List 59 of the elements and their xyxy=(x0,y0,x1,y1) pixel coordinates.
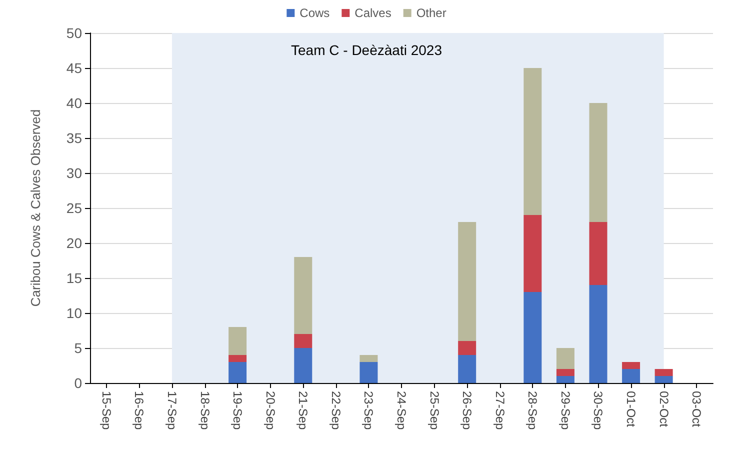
x-tick-label: 01-Oct xyxy=(624,391,638,428)
x-tick-label: 25-Sep xyxy=(427,391,442,430)
x-tick-label: 18-Sep xyxy=(198,391,212,430)
bar xyxy=(589,103,608,222)
bar xyxy=(294,257,312,334)
bar xyxy=(228,362,247,383)
bar xyxy=(589,222,608,285)
bar xyxy=(360,355,378,362)
x-tick-label: 26-Sep xyxy=(460,391,474,430)
y-tick-label: 40 xyxy=(66,95,82,111)
bar xyxy=(294,334,312,348)
y-tick-label: 10 xyxy=(66,305,82,321)
bar xyxy=(360,362,378,383)
x-tick-label: 23-Sep xyxy=(362,391,376,430)
x-tick-label: 21-Sep xyxy=(296,391,310,430)
x-tick-label: 28-Sep xyxy=(526,391,540,430)
bar xyxy=(228,327,247,355)
y-tick-label: 35 xyxy=(66,130,82,146)
legend-label: Other xyxy=(416,6,446,20)
y-tick-label: 15 xyxy=(66,270,82,286)
y-tick-label: 45 xyxy=(66,60,82,76)
x-tick-label: 02-Oct xyxy=(656,391,671,428)
bar xyxy=(524,292,542,383)
bar xyxy=(228,355,247,362)
bar xyxy=(556,376,574,383)
bar xyxy=(622,362,640,369)
bar xyxy=(458,222,476,341)
bar xyxy=(654,369,673,376)
bar xyxy=(524,215,542,292)
text: Team C - Deèzàati 2023 xyxy=(291,42,442,58)
y-tick-label: 30 xyxy=(66,165,82,181)
bar xyxy=(458,355,476,383)
bar xyxy=(556,348,574,369)
legend-label: Calves xyxy=(354,6,392,20)
y-tick-label: 0 xyxy=(74,375,82,391)
bar xyxy=(556,369,574,376)
bar xyxy=(524,68,542,215)
x-tick-label: 17-Sep xyxy=(164,391,179,430)
y-tick-label: 20 xyxy=(66,235,82,251)
x-tick-label: 19-Sep xyxy=(230,391,245,430)
y-tick-label: 5 xyxy=(74,340,82,356)
bar xyxy=(458,341,476,355)
x-tick-label: 24-Sep xyxy=(394,391,408,430)
bar xyxy=(589,285,608,383)
bar xyxy=(622,369,640,383)
legend-label: Cows xyxy=(300,6,330,20)
x-tick-label: 15-Sep xyxy=(99,391,114,430)
x-tick-label: 22-Sep xyxy=(328,391,343,430)
x-tick-label: 29-Sep xyxy=(558,391,572,430)
bar xyxy=(294,348,312,383)
x-tick-label: 27-Sep xyxy=(492,391,507,430)
x-tick-label: 20-Sep xyxy=(263,391,278,430)
y-tick-label: 25 xyxy=(66,200,82,216)
x-tick-label: 16-Sep xyxy=(132,391,146,430)
bar xyxy=(654,376,673,383)
y-axis-title: Caribou Cows & Calves Observed xyxy=(28,109,43,307)
y-tick-label: 50 xyxy=(66,25,82,41)
x-tick-label: 03-Oct xyxy=(690,391,704,428)
x-tick-label: 30-Sep xyxy=(591,391,606,430)
